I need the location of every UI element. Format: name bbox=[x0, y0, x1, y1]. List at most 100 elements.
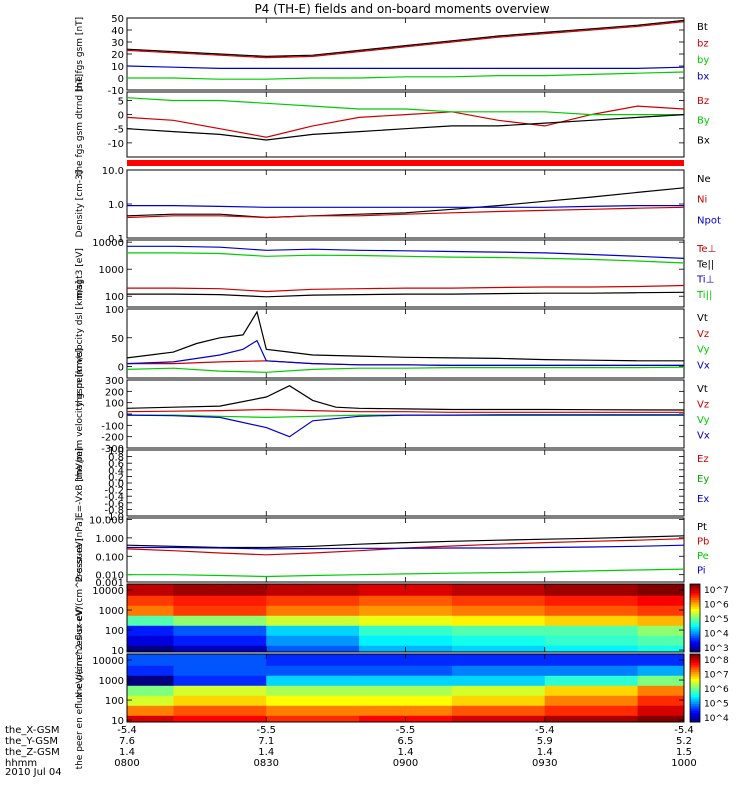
series-line-Bt bbox=[126, 19, 685, 58]
y-tick-label: 0.1 bbox=[108, 234, 124, 245]
panel-2: 5 0 -5 -10 the fgs gsm dtrnd [nT] Bz By Bx bbox=[75, 74, 710, 175]
heatmap-cell bbox=[544, 625, 639, 636]
axis-row-value: 1000 bbox=[671, 758, 696, 769]
y-tick-label: 50 bbox=[111, 14, 124, 25]
y-tick-label: 1.000 bbox=[95, 534, 124, 545]
y-tick-label: 100 bbox=[105, 626, 124, 637]
heatmap-cell bbox=[359, 705, 453, 716]
series-line-Te|| bbox=[127, 291, 685, 298]
y-tick-label: 10000 bbox=[92, 656, 124, 667]
colorbar-step bbox=[690, 667, 700, 671]
colorbar-step bbox=[690, 672, 700, 675]
legend-entry: Vy bbox=[697, 415, 710, 426]
axis-row-value: -5.5 bbox=[256, 725, 276, 736]
colorbar-step bbox=[690, 683, 700, 687]
legend-entry: Pi bbox=[697, 566, 706, 577]
colorbar-tick-label: 10^6 bbox=[704, 601, 729, 611]
colorbar-step bbox=[690, 597, 700, 601]
y-tick-label: -10 bbox=[108, 86, 124, 97]
colorbar-step bbox=[690, 584, 700, 587]
series-line-Bz bbox=[126, 105, 685, 138]
heatmap-cell bbox=[544, 705, 639, 716]
panel-4: 10000 1000 100 magt3 [eV] Te⊥ Te|| Ti⊥ Ti|| bbox=[75, 238, 716, 308]
heatmap-cell bbox=[637, 605, 685, 616]
axis-row-value: 7.1 bbox=[258, 736, 274, 747]
date-label: 2010 Jul 04 bbox=[5, 767, 62, 778]
colorbar-step bbox=[690, 708, 700, 712]
heatmap-cell bbox=[266, 615, 360, 626]
heatmap-cell bbox=[451, 615, 546, 626]
colorbar-step bbox=[690, 697, 700, 700]
heatmap-cell bbox=[127, 605, 174, 616]
heatmap-cell bbox=[173, 645, 267, 653]
heatmap-cell bbox=[127, 654, 174, 666]
colorbar-step bbox=[690, 712, 700, 716]
y-tick-label: 0 bbox=[118, 410, 124, 421]
panel-frame bbox=[126, 449, 685, 517]
axis-row-value: 0900 bbox=[393, 758, 418, 769]
legend-entry: Ti|| bbox=[696, 290, 712, 301]
colorbar-step bbox=[690, 624, 700, 628]
heatmap-cell bbox=[451, 705, 546, 716]
heatmap-cell bbox=[451, 645, 546, 653]
legend-entry: bz bbox=[697, 39, 709, 50]
axis-row-value: 0800 bbox=[114, 758, 139, 769]
y-tick-label: 0 bbox=[118, 111, 124, 122]
heatmap-cell bbox=[173, 705, 267, 716]
heatmap-cell bbox=[266, 645, 360, 653]
heatmap-cell bbox=[544, 675, 639, 686]
legend-entry: Bz bbox=[697, 96, 709, 107]
colorbar-step bbox=[690, 627, 700, 630]
series-line-Vt bbox=[126, 385, 685, 411]
heatmap-cell bbox=[544, 685, 639, 696]
legend-entry: Te|| bbox=[696, 259, 714, 270]
y-tick-label: 0.010 bbox=[95, 571, 124, 582]
heatmap-cell bbox=[127, 705, 174, 716]
colorbar-step bbox=[690, 606, 700, 610]
colorbar-step bbox=[690, 692, 700, 696]
axis-row-label: the_X-GSM bbox=[5, 725, 59, 736]
axis-row-value: -5.4 bbox=[535, 725, 555, 736]
separator-bar bbox=[127, 160, 684, 166]
heatmap-cell bbox=[173, 584, 267, 596]
y-tick-label: 10 bbox=[111, 62, 124, 73]
panel-frame bbox=[126, 169, 685, 239]
colorbar-tick-label: 10^8 bbox=[704, 656, 729, 666]
y-axis-label: Pressure [nPa] bbox=[75, 518, 85, 583]
legend-entry: Vt bbox=[697, 384, 708, 395]
heatmap-cell bbox=[359, 584, 453, 596]
y-tick-label: -300 bbox=[101, 444, 124, 455]
heatmap-cell bbox=[637, 635, 685, 646]
heatmap-cell bbox=[266, 685, 360, 696]
axis-row-label: hhmm bbox=[5, 758, 37, 769]
heatmap-cell bbox=[544, 715, 639, 723]
panel-3: 10.0 1.0 0.1 Density [cm-3] Ne Ni Npot bbox=[75, 166, 721, 245]
y-tick-label: 1000 bbox=[99, 606, 124, 617]
heatmap-cell bbox=[451, 675, 546, 686]
y-axis-label: the peim velocity gsm [km/s] bbox=[75, 348, 85, 480]
y-tick-label: 100 bbox=[105, 292, 124, 303]
heatmap-cell bbox=[451, 715, 546, 723]
y-axis-label: magt3 [eV] bbox=[75, 248, 85, 299]
panel-frame bbox=[126, 91, 685, 158]
y-tick-label: 0 bbox=[118, 363, 124, 374]
heatmap-cell bbox=[637, 695, 685, 706]
colorbar-tick-label: 10^7 bbox=[704, 671, 729, 681]
heatmap-cell bbox=[127, 675, 174, 686]
legend-entry: Ez bbox=[697, 454, 709, 465]
y-axis-label: the fgs gsm [nT] bbox=[75, 17, 85, 91]
y-tick-label: 10.0 bbox=[102, 166, 124, 177]
y-tick-label: -5 bbox=[114, 125, 124, 136]
colorbar-step bbox=[690, 611, 700, 614]
axis-row-value: -5.4 bbox=[674, 725, 694, 736]
legend-entry: Pb bbox=[697, 537, 709, 548]
heatmap-cell bbox=[173, 605, 267, 616]
heatmap-cell bbox=[266, 584, 360, 596]
figure-title: P4 (TH-E) fields and on-board moments ov… bbox=[254, 2, 549, 16]
heatmap-cell bbox=[451, 695, 546, 706]
panel-9: 10^7 10^6 10^5 10^4 10^3 10000 1000 100 10 the pe… bbox=[75, 538, 729, 698]
